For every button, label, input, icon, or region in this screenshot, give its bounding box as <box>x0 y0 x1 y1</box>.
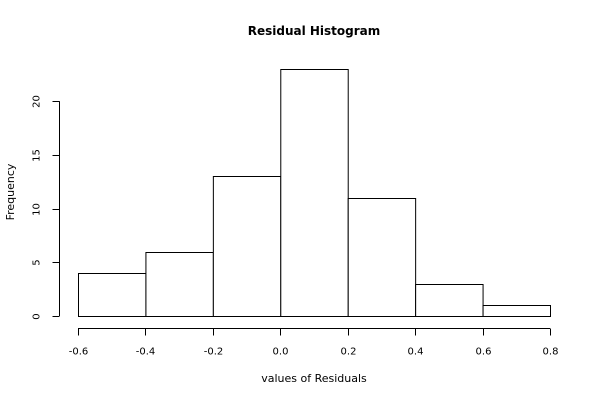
x-tick-label: -0.4 <box>136 347 156 358</box>
y-axis-label: Frequency <box>4 163 17 220</box>
x-tick-label: 0.6 <box>476 347 492 358</box>
x-tick-label: 0.0 <box>273 347 289 358</box>
histogram-bar-5 <box>415 284 484 317</box>
x-axis-label: values of Residuals <box>261 372 367 385</box>
y-tick-label: 5 <box>32 259 43 265</box>
x-tick-label: 0.8 <box>543 347 559 358</box>
y-tick-label: 20 <box>32 95 43 108</box>
histogram-bar-2 <box>212 176 282 317</box>
histogram-bar-3 <box>280 69 349 317</box>
histogram-bar-0 <box>78 273 147 317</box>
y-tick-label: 0 <box>32 313 43 319</box>
x-axis: -0.6 -0.4 -0.2 0.0 0.2 0.4 0.6 0.8 <box>69 328 559 358</box>
y-tick-label: 10 <box>32 203 43 216</box>
x-tick-label: -0.6 <box>69 347 89 358</box>
histogram-bar-4 <box>347 198 417 317</box>
chart-title: Residual Histogram <box>248 24 381 38</box>
y-tick-label: 15 <box>32 149 43 162</box>
x-tick-label: 0.4 <box>408 347 424 358</box>
bars-group <box>78 69 552 317</box>
y-axis: 0 5 10 15 20 <box>32 95 60 320</box>
histogram-bar-1 <box>145 252 214 317</box>
x-tick-label: 0.2 <box>341 347 357 358</box>
x-tick-label: -0.2 <box>204 347 224 358</box>
histogram-bar-6 <box>482 305 552 317</box>
